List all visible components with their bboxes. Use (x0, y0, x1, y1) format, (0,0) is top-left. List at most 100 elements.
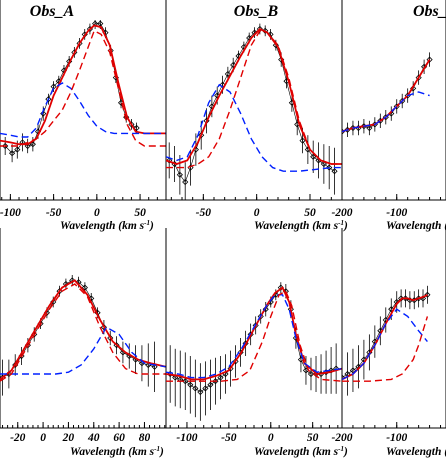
data-point (320, 160, 327, 168)
panel-plot-area (342, 285, 431, 400)
x-axis-label-main: Wavelength (km s (254, 446, 339, 458)
data-point (262, 27, 269, 34)
panel-title-obs-a: Obs_A (30, 3, 75, 20)
data-point (371, 121, 378, 128)
data-point (310, 153, 317, 160)
data-point (133, 124, 140, 132)
x-axis-label-sup: -1 (338, 219, 344, 227)
red-component-line (0, 29, 166, 147)
x-axis-label-main: Wavelength (km s (60, 220, 145, 232)
x-tick-label: -50 (221, 432, 237, 444)
x-axis-label-tail: ) (149, 220, 154, 232)
x-axis-label: Wavelength (km s-1) (254, 445, 348, 458)
data-point (326, 164, 333, 171)
red-component-line (166, 290, 342, 382)
x-tick-label: 0 (40, 432, 46, 444)
x-tick-label: -50 (196, 207, 212, 219)
x-axis-label-sup: -1 (144, 219, 150, 227)
panel-plot-area (342, 52, 433, 139)
data-point (317, 370, 325, 378)
data-point (145, 361, 152, 369)
fit-total-line (0, 24, 166, 146)
red-component-line (0, 283, 166, 382)
blue-component-line (342, 308, 428, 381)
x-tick-label: 0 (254, 207, 260, 219)
observed-line (169, 28, 335, 183)
panel-plot-area (166, 23, 342, 200)
panel-plot-area (166, 282, 342, 421)
observed-line (2, 280, 155, 378)
data-point (424, 291, 431, 298)
data-point (207, 381, 214, 388)
x-axis-label: Wavelength (km s-1) (60, 219, 154, 232)
panel-plot-area (0, 275, 166, 396)
x-tick-label: 40 (87, 432, 100, 444)
data-point (81, 284, 88, 291)
x-axis-label-main: Wavelength (km s (70, 446, 155, 458)
x-axis-label: Wavelength (km s-1) (254, 219, 348, 232)
x-tick-label: 0 (268, 432, 274, 444)
x-axis-label: Wavelength (km s-1) (70, 445, 164, 458)
blue-component-line (166, 294, 342, 379)
x-axis-label: Wavelength (km s-1) (386, 445, 446, 458)
data-point (382, 114, 389, 121)
x-tick-label: -20 (10, 432, 26, 444)
x-tick-label: -100 (0, 207, 21, 219)
x-tick-label: -100 (386, 432, 407, 444)
panel-plot-area (0, 20, 166, 163)
x-tick-label: 50 (307, 432, 319, 444)
x-tick-label: 80 (139, 432, 151, 444)
x-tick-label: -100 (176, 432, 197, 444)
blue-component-line (166, 83, 342, 172)
data-point (14, 146, 21, 153)
fit-total-line (166, 286, 342, 381)
x-tick-label: 60 (113, 432, 125, 444)
x-axis-label-tail: ) (343, 220, 348, 232)
data-point (182, 378, 189, 385)
x-tick-label: 50 (304, 207, 316, 219)
red-component-line (342, 316, 429, 382)
data-point (97, 20, 104, 27)
data-point (377, 117, 384, 124)
data-point (212, 378, 219, 385)
x-axis-label-tail: ) (159, 446, 164, 458)
x-tick-label: -200 (331, 207, 352, 219)
data-point (182, 178, 189, 186)
data-point (197, 388, 204, 396)
x-tick-label: -100 (386, 207, 407, 219)
fit-total-line (0, 279, 166, 381)
x-axis-label-main: Wavelength (km s (254, 220, 339, 232)
x-tick-label: -50 (46, 207, 62, 219)
data-point (411, 297, 418, 304)
x-axis-label-main: Wavelength (km s (386, 446, 446, 458)
fit-total-line (166, 27, 342, 165)
data-point (217, 374, 224, 381)
data-point (9, 150, 16, 157)
data-point (344, 370, 351, 378)
blue-component-line (0, 82, 166, 138)
blue-component-line (0, 326, 166, 375)
data-point (202, 385, 209, 392)
x-tick-label: 0 (94, 207, 100, 219)
x-axis-label-tail: ) (343, 446, 348, 458)
data-point (187, 381, 194, 388)
blue-component-line (342, 91, 430, 133)
data-point (331, 168, 338, 175)
data-point (2, 142, 9, 150)
panel-title-obs-b: Obs_B (234, 3, 279, 20)
x-axis-label-sup: -1 (154, 445, 160, 453)
data-point (192, 385, 199, 392)
x-axis-label-sup: -1 (338, 445, 344, 453)
panel-title-obs-c: Obs_C (413, 3, 446, 20)
x-tick-label: 50 (134, 207, 146, 219)
x-tick-label: -200 (331, 432, 352, 444)
x-tick-label: 20 (62, 432, 75, 444)
